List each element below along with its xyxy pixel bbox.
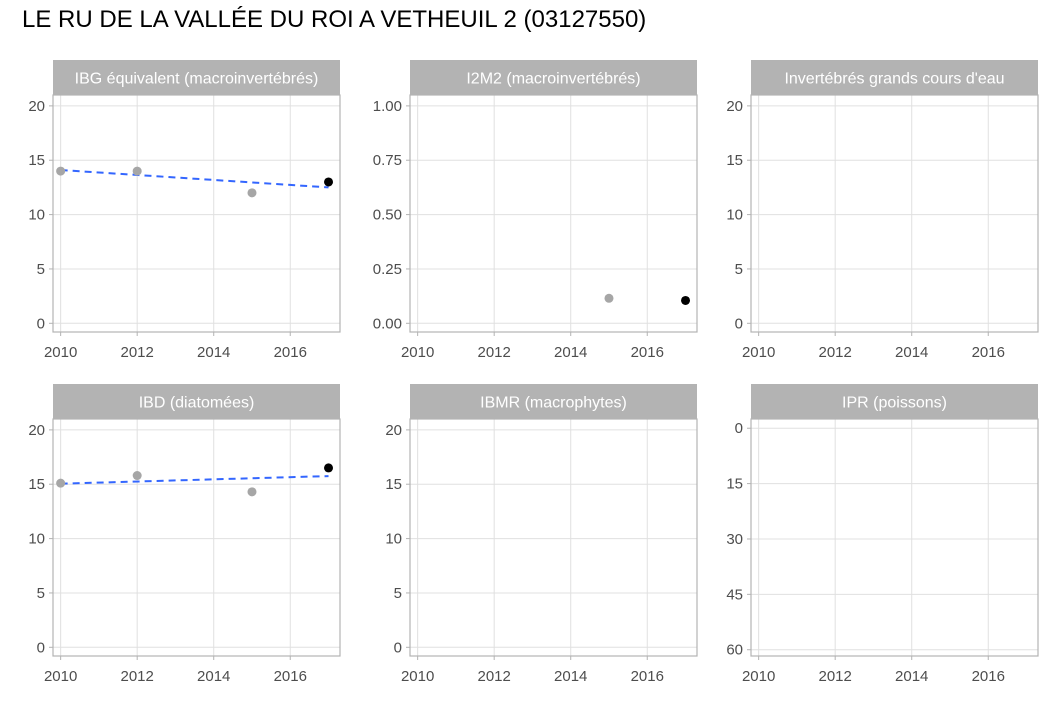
x-tick-label: 2010 — [742, 668, 775, 685]
panel-strip — [751, 384, 1038, 419]
data-point — [132, 166, 142, 176]
x-tick-label: 2016 — [631, 344, 664, 361]
y-tick-label: 0.50 — [373, 207, 402, 224]
page-title: LE RU DE LA VALLÉE DU ROI A VETHEUIL 2 (… — [22, 6, 647, 33]
y-tick-label: 0 — [735, 315, 743, 332]
y-tick-label: 15 — [28, 152, 45, 169]
y-tick-label: 15 — [726, 152, 743, 169]
panel-border — [409, 418, 698, 657]
data-point — [56, 478, 66, 488]
x-tick-label: 2016 — [972, 344, 1005, 361]
panel-strip — [53, 60, 340, 95]
x-tick-label: 2012 — [477, 344, 510, 361]
panel-title: IPR (poissons) — [842, 395, 947, 412]
y-tick-label: 20 — [385, 422, 402, 439]
panel-title: I2M2 (macroinvertébrés) — [466, 71, 640, 88]
y-tick-label: 5 — [37, 261, 45, 278]
panel-title: IBG équivalent (macroinvertébrés) — [75, 71, 319, 88]
y-tick-label: 15 — [385, 476, 402, 493]
y-tick-label: 0.25 — [373, 261, 402, 278]
x-tick-label: 2010 — [401, 344, 434, 361]
panel-border — [52, 94, 341, 333]
y-tick-label: 15 — [28, 476, 45, 493]
x-tick-label: 2012 — [120, 668, 153, 685]
x-tick-label: 2010 — [742, 344, 775, 361]
panel-title: IBMR (macrophytes) — [480, 395, 627, 412]
y-tick-label: 10 — [28, 207, 45, 224]
panel-strip — [410, 60, 697, 95]
x-tick-label: 2014 — [895, 668, 928, 685]
data-point — [247, 487, 257, 497]
x-tick-label: 2012 — [477, 668, 510, 685]
x-tick-label: 2016 — [972, 668, 1005, 685]
y-tick-label: 30 — [726, 531, 743, 548]
y-tick-label: 1.00 — [373, 98, 402, 115]
y-tick-label: 5 — [735, 261, 743, 278]
x-tick-label: 2012 — [818, 668, 851, 685]
x-tick-label: 2012 — [818, 344, 851, 361]
y-tick-label: 10 — [726, 207, 743, 224]
y-tick-label: 20 — [28, 422, 45, 439]
data-point — [604, 293, 614, 303]
panel-border — [52, 418, 341, 657]
y-tick-label: 60 — [726, 642, 743, 659]
trend-line — [60, 169, 329, 189]
y-tick-label: 0 — [394, 639, 402, 656]
x-tick-label: 2014 — [197, 344, 230, 361]
x-tick-label: 2016 — [274, 344, 307, 361]
x-tick-label: 2014 — [554, 668, 587, 685]
data-point-latest — [324, 177, 334, 187]
data-point — [132, 471, 142, 481]
panel-border — [750, 94, 1039, 333]
panel-strip — [410, 384, 697, 419]
y-tick-label: 0.75 — [373, 152, 402, 169]
x-tick-label: 2014 — [895, 344, 928, 361]
panel-border — [750, 418, 1039, 657]
y-tick-label: 20 — [726, 98, 743, 115]
y-tick-label: 0.00 — [373, 315, 402, 332]
y-tick-label: 15 — [726, 476, 743, 493]
y-tick-label: 0 — [37, 639, 45, 656]
y-tick-label: 5 — [394, 585, 402, 602]
y-tick-label: 10 — [385, 531, 402, 548]
x-tick-label: 2010 — [44, 668, 77, 685]
x-tick-label: 2016 — [631, 668, 664, 685]
x-tick-label: 2010 — [401, 668, 434, 685]
data-point — [56, 166, 66, 176]
x-tick-label: 2014 — [554, 344, 587, 361]
y-tick-label: 5 — [37, 585, 45, 602]
panel-title: IBD (diatomées) — [139, 395, 255, 412]
y-tick-label: 45 — [726, 586, 743, 603]
y-tick-label: 10 — [28, 531, 45, 548]
panel-title: Invertébrés grands cours d'eau — [784, 71, 1004, 88]
panel-strip — [53, 384, 340, 419]
trend-line — [60, 475, 329, 485]
data-point-latest — [324, 463, 334, 473]
x-tick-label: 2012 — [120, 344, 153, 361]
panel-strip — [751, 60, 1038, 95]
data-point — [247, 188, 257, 198]
x-tick-label: 2014 — [197, 668, 230, 685]
x-tick-label: 2010 — [44, 344, 77, 361]
x-tick-label: 2016 — [274, 668, 307, 685]
panel-border — [409, 94, 698, 333]
data-point-latest — [681, 295, 691, 305]
y-tick-label: 20 — [28, 98, 45, 115]
y-tick-label: 0 — [735, 420, 743, 437]
y-tick-label: 0 — [37, 315, 45, 332]
